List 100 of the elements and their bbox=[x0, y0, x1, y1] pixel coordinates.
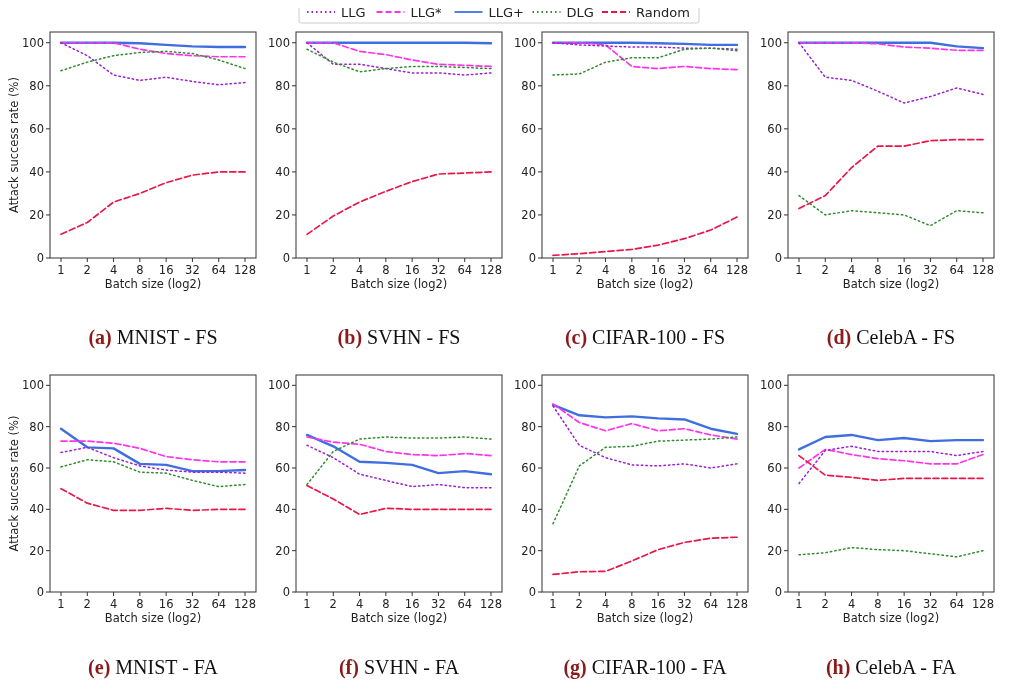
y-tick-label: 100 bbox=[268, 35, 290, 50]
y-tick-label: 80 bbox=[521, 78, 536, 93]
line-series bbox=[798, 138, 984, 210]
x-tick-label: 4 bbox=[109, 597, 118, 611]
y-tick-label: 60 bbox=[275, 121, 290, 136]
y-tick-label: 0 bbox=[36, 251, 44, 266]
x-tick-label: 16 bbox=[896, 597, 912, 611]
x-tick-label: 64 bbox=[949, 263, 965, 277]
x-tick-label: 1 bbox=[303, 263, 311, 277]
text: (h) CelebA - FA bbox=[825, 656, 957, 679]
x-tick-label: 4 bbox=[601, 597, 610, 611]
y-tick-label: 100 bbox=[22, 378, 44, 393]
x-tick-label: 4 bbox=[847, 597, 856, 611]
y-tick-label: 40 bbox=[275, 164, 290, 179]
y-tick-label: 100 bbox=[760, 378, 782, 393]
line-series bbox=[60, 446, 246, 474]
x-tick-label: 32 bbox=[923, 597, 938, 611]
x-tick-label: 128 bbox=[480, 597, 502, 611]
line-series bbox=[306, 171, 492, 236]
line-series bbox=[60, 42, 246, 86]
x-tick-label: 2 bbox=[83, 597, 91, 611]
line-series bbox=[306, 444, 492, 489]
y-tick-label: 40 bbox=[521, 164, 536, 179]
y-tick-label: 20 bbox=[29, 543, 44, 558]
y-axis-title: Attack success rate (%) bbox=[7, 77, 21, 213]
y-tick-label: 60 bbox=[767, 121, 782, 136]
y-tick-label: 80 bbox=[29, 419, 44, 434]
x-tick-label: 16 bbox=[896, 263, 912, 277]
x-tick-label: 2 bbox=[575, 263, 583, 277]
x-tick-label: 64 bbox=[703, 597, 719, 611]
text: (f) SVHN - FA bbox=[338, 656, 460, 679]
y-tick-label: 40 bbox=[29, 502, 44, 517]
y-tick-label: 80 bbox=[275, 78, 290, 93]
x-tick-label: 8 bbox=[382, 263, 390, 277]
x-tick-label: 128 bbox=[972, 263, 994, 277]
line-series bbox=[306, 436, 492, 486]
x-tick-label: 32 bbox=[677, 597, 692, 611]
x-tick-label: 128 bbox=[972, 597, 994, 611]
y-tick-label: 0 bbox=[528, 585, 536, 600]
x-tick-label: 2 bbox=[821, 263, 829, 277]
y-tick-label: 60 bbox=[275, 461, 290, 476]
y-tick-label: 60 bbox=[29, 121, 44, 136]
y-tick-label: 20 bbox=[275, 207, 290, 222]
line-series bbox=[552, 41, 738, 71]
y-tick-label: 40 bbox=[29, 164, 44, 179]
line-series bbox=[306, 42, 492, 76]
y-tick-label: 0 bbox=[774, 251, 782, 266]
x-tick-label: 64 bbox=[211, 263, 227, 277]
line-series bbox=[60, 487, 246, 512]
line-series bbox=[305, 433, 493, 476]
x-tick-label: 8 bbox=[628, 263, 636, 277]
x-tick-label: 4 bbox=[355, 263, 364, 277]
y-tick-label: 40 bbox=[275, 502, 290, 517]
x-tick-label: 128 bbox=[234, 597, 256, 611]
y-tick-label: 40 bbox=[767, 502, 782, 517]
x-tick-label: 4 bbox=[847, 263, 856, 277]
x-tick-label: 1 bbox=[795, 597, 803, 611]
y-tick-label: 100 bbox=[514, 35, 536, 50]
x-tick-label: 64 bbox=[211, 597, 227, 611]
x-tick-label: 1 bbox=[549, 597, 557, 611]
y-tick-label: 20 bbox=[275, 543, 290, 558]
x-axis-title: Batch size (log2) bbox=[104, 277, 202, 291]
y-tick-label: 40 bbox=[767, 164, 782, 179]
line-series bbox=[60, 171, 246, 236]
x-tick-label: 16 bbox=[404, 597, 420, 611]
x-tick-label: 32 bbox=[431, 263, 446, 277]
line-series bbox=[552, 536, 738, 576]
x-tick-label: 16 bbox=[404, 263, 420, 277]
x-tick-label: 64 bbox=[457, 263, 473, 277]
x-axis-title: Batch size (log2) bbox=[350, 611, 448, 625]
x-axis-title: Batch size (log2) bbox=[596, 611, 694, 625]
x-tick-label: 2 bbox=[821, 597, 829, 611]
x-tick-label: 64 bbox=[457, 597, 473, 611]
line-series bbox=[59, 427, 247, 473]
y-tick-label: 80 bbox=[275, 419, 290, 434]
x-tick-label: 16 bbox=[650, 263, 666, 277]
x-tick-label: 1 bbox=[303, 597, 311, 611]
y-tick-label: 80 bbox=[767, 419, 782, 434]
x-axis-title: Batch size (log2) bbox=[104, 611, 202, 625]
y-axis-title: Attack success rate (%) bbox=[7, 415, 21, 552]
x-tick-label: 128 bbox=[234, 263, 256, 277]
y-tick-label: 40 bbox=[521, 502, 536, 517]
y-tick-label: 100 bbox=[22, 35, 44, 50]
y-tick-label: 100 bbox=[514, 378, 536, 393]
line-series bbox=[798, 42, 984, 104]
text: (b) SVHN - FS bbox=[337, 326, 461, 349]
x-tick-label: 128 bbox=[726, 597, 748, 611]
x-axis-title: Batch size (log2) bbox=[842, 277, 940, 291]
x-tick-label: 2 bbox=[83, 263, 91, 277]
text: (g) CIFAR-100 - FA bbox=[563, 656, 728, 679]
line-series bbox=[306, 41, 492, 68]
y-tick-label: 0 bbox=[282, 585, 290, 600]
x-tick-label: 32 bbox=[677, 263, 692, 277]
x-tick-label: 16 bbox=[650, 597, 666, 611]
y-tick-label: 80 bbox=[29, 78, 44, 93]
x-tick-label: 8 bbox=[382, 597, 390, 611]
y-tick-label: 20 bbox=[521, 543, 536, 558]
x-tick-label: 8 bbox=[874, 597, 882, 611]
line-series bbox=[798, 194, 984, 227]
y-tick-label: 20 bbox=[767, 543, 782, 558]
